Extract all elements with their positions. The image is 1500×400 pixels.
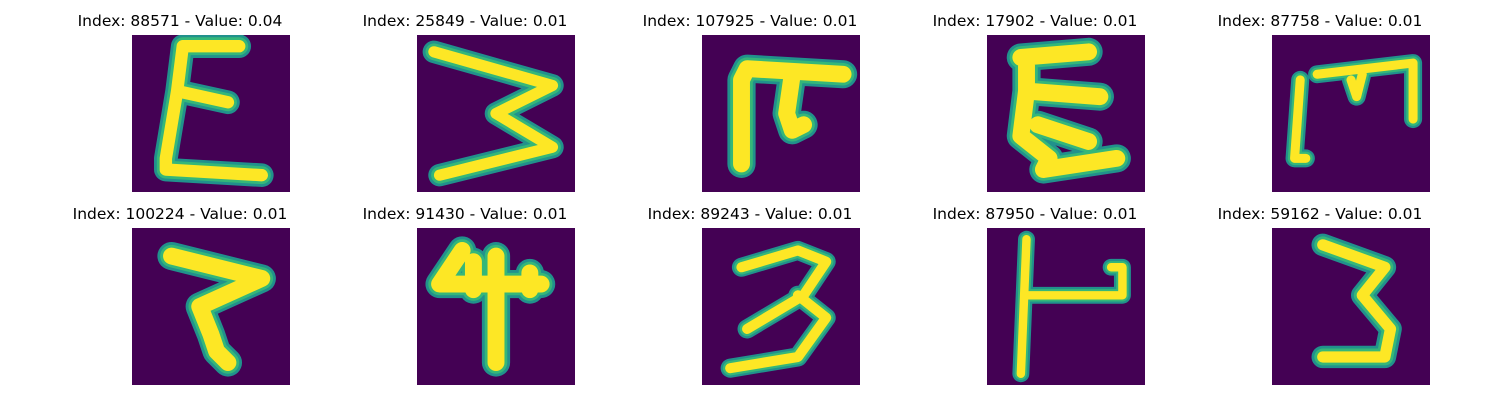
panel-title: Index: 107925 - Value: 0.01 bbox=[642, 12, 858, 30]
sample-panel-10: Index: 59162 - Value: 0.01 bbox=[1170, 193, 1470, 385]
sample-panel-6: Index: 100224 - Value: 0.01 bbox=[30, 193, 330, 385]
sample-panel-8: Index: 89243 - Value: 0.01 bbox=[600, 193, 900, 385]
sample-image bbox=[132, 228, 290, 385]
panel-title: Index: 59162 - Value: 0.01 bbox=[1217, 205, 1423, 223]
sample-image bbox=[1272, 35, 1430, 192]
sample-image bbox=[1272, 228, 1430, 385]
sample-panel-9: Index: 87950 - Value: 0.01 bbox=[885, 193, 1185, 385]
sample-image bbox=[702, 228, 860, 385]
sample-panel-7: Index: 91430 - Value: 0.01 bbox=[315, 193, 615, 385]
sample-panel-4: Index: 17902 - Value: 0.01 bbox=[885, 0, 1185, 192]
sample-image bbox=[702, 35, 860, 192]
sample-image bbox=[987, 228, 1145, 385]
panel-title: Index: 89243 - Value: 0.01 bbox=[647, 205, 853, 223]
panel-title: Index: 87758 - Value: 0.01 bbox=[1217, 12, 1423, 30]
sample-panel-5: Index: 87758 - Value: 0.01 bbox=[1170, 0, 1470, 192]
sample-image bbox=[987, 35, 1145, 192]
panel-title: Index: 17902 - Value: 0.01 bbox=[932, 12, 1138, 30]
sample-image bbox=[132, 35, 290, 192]
sample-panel-2: Index: 25849 - Value: 0.01 bbox=[315, 0, 615, 192]
panel-title: Index: 88571 - Value: 0.04 bbox=[77, 12, 283, 30]
sample-image bbox=[417, 35, 575, 192]
panel-title: Index: 25849 - Value: 0.01 bbox=[362, 12, 568, 30]
panel-title: Index: 87950 - Value: 0.01 bbox=[932, 205, 1138, 223]
sample-image bbox=[417, 228, 575, 385]
sample-panel-3: Index: 107925 - Value: 0.01 bbox=[600, 0, 900, 192]
panel-title: Index: 100224 - Value: 0.01 bbox=[72, 205, 288, 223]
panel-title: Index: 91430 - Value: 0.01 bbox=[362, 205, 568, 223]
sample-panel-1: Index: 88571 - Value: 0.04 bbox=[30, 0, 330, 192]
